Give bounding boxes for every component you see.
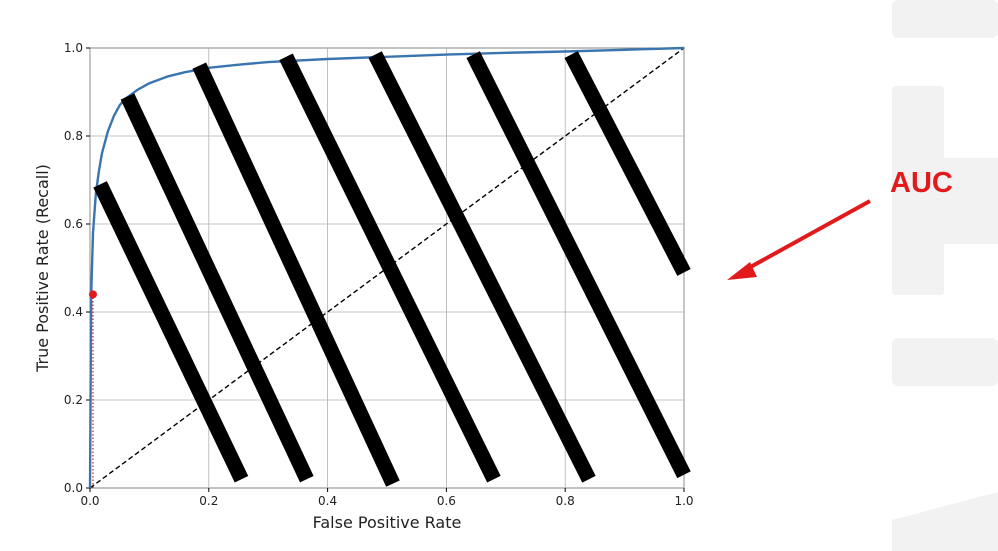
hatch-stroke xyxy=(120,93,314,483)
auc-annotation-label: AUC xyxy=(890,167,953,199)
threshold-point xyxy=(88,290,97,299)
x-tick-label: 0.4 xyxy=(318,494,337,508)
background-shape xyxy=(892,492,998,551)
plot-area: 0.0 0.2 0.4 0.6 0.8 1.0 0.0 0.2 0.4 0.6 0.8 1.0 xyxy=(64,41,694,508)
hatch-stroke xyxy=(564,51,691,276)
auc-arrow-icon xyxy=(727,199,871,280)
y-axis-ticks: 0.0 0.2 0.4 0.6 0.8 1.0 xyxy=(64,41,90,495)
y-tick-label: 0.0 xyxy=(64,481,83,495)
background-shape xyxy=(944,158,998,244)
x-tick-label: 1.0 xyxy=(674,494,693,508)
y-tick-label: 0.6 xyxy=(64,217,83,231)
x-tick-label: 0.8 xyxy=(556,494,575,508)
background-shape xyxy=(892,86,944,295)
hatch-stroke xyxy=(368,51,596,483)
x-axis-label: False Positive Rate xyxy=(313,513,462,532)
x-axis-ticks: 0.0 0.2 0.4 0.6 0.8 1.0 xyxy=(80,488,694,508)
x-tick-label: 0.0 xyxy=(80,494,99,508)
background-shape xyxy=(892,0,998,38)
background-shape xyxy=(892,338,998,386)
x-tick-label: 0.2 xyxy=(199,494,218,508)
hatch-stroke xyxy=(93,181,249,483)
x-tick-label: 0.6 xyxy=(437,494,456,508)
roc-curve-line xyxy=(88,46,685,489)
background-shapes xyxy=(892,0,998,551)
auc-hatch-lines xyxy=(93,51,691,487)
y-tick-label: 1.0 xyxy=(64,41,83,55)
y-tick-label: 0.8 xyxy=(64,129,83,143)
grid xyxy=(89,47,685,489)
y-tick-label: 0.4 xyxy=(64,305,83,319)
hatch-stroke xyxy=(279,53,501,483)
y-tick-label: 0.2 xyxy=(64,393,83,407)
y-axis-label: True Positive Rate (Recall) xyxy=(33,164,52,373)
hatch-stroke xyxy=(192,62,400,487)
hatch-stroke xyxy=(466,51,691,479)
